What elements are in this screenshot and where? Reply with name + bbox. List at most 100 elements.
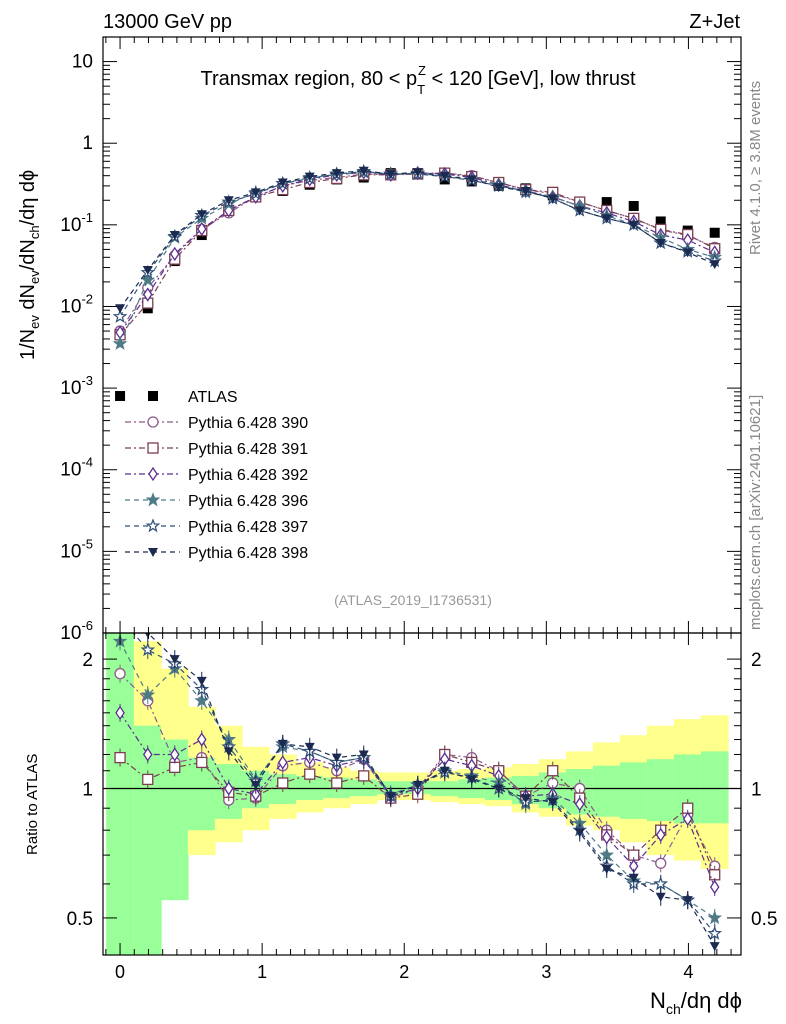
ratio-uncertainty-bands xyxy=(103,633,741,955)
ratio-point xyxy=(142,773,154,786)
data-point xyxy=(709,227,720,238)
y-tick-label: 10-1 xyxy=(60,210,93,236)
series-line xyxy=(119,172,715,336)
ratio-point xyxy=(277,777,289,789)
legend-marker xyxy=(148,466,158,482)
legend-label: Pythia 6.428 396 xyxy=(188,493,308,510)
data-point xyxy=(709,260,720,270)
ratio-y-tick-label: 2 xyxy=(82,650,93,671)
data-point xyxy=(601,197,612,208)
legend-entry: Pythia 6.428 390 xyxy=(125,415,308,432)
data-point xyxy=(169,231,180,241)
series-6 xyxy=(115,166,720,314)
ratio-point xyxy=(655,827,666,843)
legend-marker xyxy=(145,492,161,507)
series-0 xyxy=(115,168,720,402)
data-point xyxy=(574,206,585,216)
data-point xyxy=(304,172,315,182)
ratio-point xyxy=(331,777,343,789)
y-tick-label: 10-6 xyxy=(60,618,93,644)
ratio-point xyxy=(250,780,261,790)
ratio-series-line xyxy=(119,712,716,888)
legend-label: Pythia 6.428 397 xyxy=(188,519,308,536)
data-point xyxy=(331,169,342,179)
ratio-point xyxy=(114,751,126,764)
legend-marker xyxy=(148,548,158,557)
ratio-point xyxy=(331,753,342,763)
series-2 xyxy=(114,167,721,341)
green-band-bin xyxy=(592,765,621,817)
data-point xyxy=(493,183,504,193)
green-band-bin xyxy=(349,779,378,797)
data-point xyxy=(358,166,369,176)
ratio-point xyxy=(304,742,315,752)
x-tick-label: 0 xyxy=(115,962,125,982)
y-tick-label: 1 xyxy=(82,133,93,154)
data-point xyxy=(112,335,128,350)
ratio-y-tick-label-right: 1 xyxy=(751,780,762,801)
ratio-point xyxy=(223,747,234,757)
legend-entry: Pythia 6.428 391 xyxy=(125,441,308,458)
ratio-point xyxy=(682,811,693,827)
legend-marker xyxy=(148,391,158,401)
ratio-point xyxy=(655,857,667,869)
main-frame xyxy=(102,36,742,634)
legend-label: Pythia 6.428 391 xyxy=(188,441,308,458)
analysis-id: (ATLAS_2019_I1736531) xyxy=(334,592,492,608)
data-point xyxy=(169,246,180,262)
ratio-point xyxy=(304,768,316,780)
ratio-point xyxy=(169,747,180,762)
ratio-point xyxy=(601,864,612,874)
legend-label: ATLAS xyxy=(188,389,238,406)
green-band-bin xyxy=(646,759,675,822)
ratio-point xyxy=(196,756,208,769)
main-ylabel: 1/Nev dNev/dNch/dη dϕ xyxy=(17,170,42,360)
y-tick-label: 10-5 xyxy=(60,536,93,562)
data-point xyxy=(655,216,666,227)
data-point xyxy=(385,169,396,179)
ratio-point xyxy=(439,766,450,776)
ratio-point xyxy=(547,798,558,808)
x-axis-label: Nch/dη dϕ xyxy=(650,988,742,1017)
main-panel-series xyxy=(112,163,723,402)
y-tick-label: 10-4 xyxy=(60,455,93,481)
x-tick-label: 3 xyxy=(541,962,551,982)
mcplots-label: mcplots.cern.ch [arXiv:2401.10621] xyxy=(747,395,764,630)
ratio-point xyxy=(628,873,639,883)
series-5 xyxy=(112,163,723,323)
ratio-point xyxy=(466,775,477,785)
series-line xyxy=(119,170,715,318)
ratio-panel-series xyxy=(112,633,723,955)
legend-label: Pythia 6.428 390 xyxy=(188,415,308,432)
ratio-point xyxy=(196,676,207,686)
data-point xyxy=(196,221,207,237)
ratio-point xyxy=(493,784,504,794)
legend-marker xyxy=(147,416,159,428)
ratio-point xyxy=(169,655,180,665)
ratio-point xyxy=(140,642,156,657)
y-tick-label: 10 xyxy=(72,52,93,73)
ratio-point xyxy=(196,732,207,747)
ratio-point xyxy=(223,781,234,796)
process-label: Z+Jet xyxy=(689,11,740,33)
legend-label: Pythia 6.428 392 xyxy=(188,467,308,484)
ratio-point xyxy=(653,876,669,891)
ratio-point xyxy=(709,879,720,895)
legend-entry: Pythia 6.428 398 xyxy=(125,545,308,562)
data-point xyxy=(628,201,639,212)
data-point xyxy=(655,238,666,248)
legend-label: Pythia 6.428 398 xyxy=(188,545,308,562)
ratio-point xyxy=(277,739,288,749)
ratio-point xyxy=(140,687,156,702)
data-point xyxy=(223,196,234,206)
ratio-point xyxy=(601,830,612,845)
data-point xyxy=(628,220,639,230)
ratio-point xyxy=(574,796,585,812)
x-tick-label: 1 xyxy=(257,962,267,982)
legend-marker xyxy=(147,442,159,454)
data-point xyxy=(277,178,288,188)
data-point xyxy=(112,308,128,323)
ratio-point xyxy=(144,633,151,638)
main-title: Transmax region, 80 < pTZ < 120 [GeV], l… xyxy=(200,63,635,97)
ratio-point xyxy=(358,770,370,782)
